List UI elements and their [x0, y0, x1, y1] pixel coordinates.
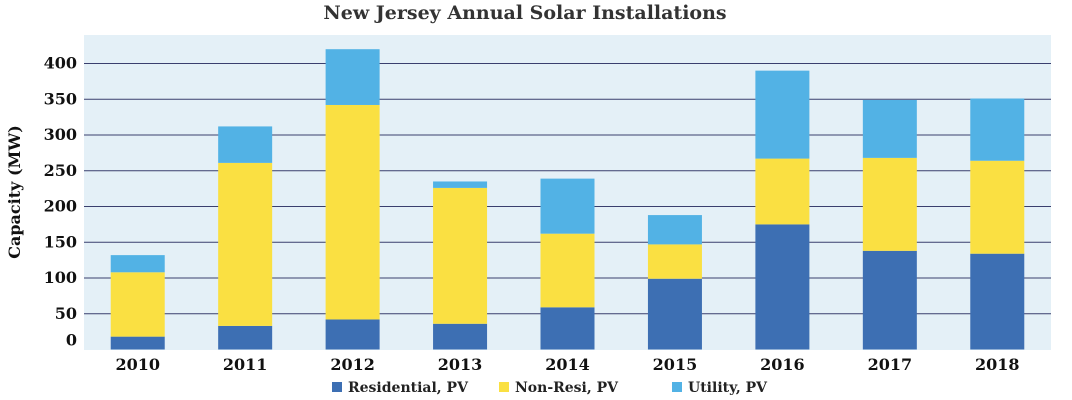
bar-segment	[862, 250, 917, 350]
legend-label: Residential, PV	[348, 380, 469, 396]
bar-segment	[970, 160, 1025, 254]
bar-segment	[218, 325, 273, 350]
legend-swatch	[672, 382, 682, 392]
y-tick-label: 0	[66, 331, 77, 350]
bar-segment	[970, 98, 1025, 161]
y-tick-label: 150	[44, 232, 77, 251]
y-axis-label: Capacity (MW)	[5, 125, 24, 259]
x-tick-label: 2014	[545, 355, 590, 374]
bars	[110, 49, 1025, 350]
y-tick-label: 400	[44, 54, 77, 73]
bar-segment	[325, 104, 380, 320]
bar-segment	[110, 336, 165, 350]
y-tick-label: 50	[55, 304, 77, 323]
bar-segment	[218, 126, 273, 163]
x-tick-label: 2017	[868, 355, 913, 374]
bar-segment	[862, 99, 917, 158]
bar-segment	[862, 157, 917, 251]
legend: Residential, PV Non-Resi, PV Utility, PV	[332, 380, 768, 396]
bar-segment	[540, 178, 595, 234]
chart-title: New Jersey Annual Solar Installations	[323, 2, 727, 24]
bar-segment	[647, 278, 702, 350]
bar-segment	[647, 215, 702, 245]
bar-segment	[110, 255, 165, 273]
bar-segment	[540, 307, 595, 350]
bar-segment	[647, 244, 702, 279]
y-tick-label: 300	[44, 125, 77, 144]
bar-segment	[970, 253, 1025, 350]
y-tick-label: 350	[44, 89, 77, 108]
x-tick-label: 2013	[438, 355, 483, 374]
bar-segment	[540, 233, 595, 308]
y-tick-label: 100	[44, 268, 77, 287]
bar-segment	[325, 49, 380, 105]
x-tick-label: 2010	[115, 355, 160, 374]
bar-segment	[433, 323, 488, 350]
x-tick-label: 2016	[760, 355, 805, 374]
x-tick-label: 2012	[330, 355, 375, 374]
legend-label: Utility, PV	[688, 380, 768, 396]
bar-segment	[218, 162, 273, 326]
y-tick-label: 250	[44, 161, 77, 180]
bar-segment	[110, 272, 165, 337]
bar-segment	[433, 181, 488, 188]
y-tick-label: 200	[44, 197, 77, 216]
legend-label: Non-Resi, PV	[515, 380, 619, 396]
bar-segment	[755, 158, 810, 225]
x-tick-label: 2015	[653, 355, 698, 374]
x-tick-label: 2018	[975, 355, 1020, 374]
legend-swatch	[332, 382, 342, 392]
y-axis-ticks: 0 50 100 150 200 250 300 350 400	[44, 54, 77, 350]
legend-swatch	[499, 382, 509, 392]
bar-segment	[755, 70, 810, 159]
x-tick-label: 2011	[223, 355, 268, 374]
bar-segment	[433, 187, 488, 324]
bar-segment	[325, 319, 380, 350]
bar-segment	[755, 224, 810, 350]
x-axis-ticks: 2010 2011 2012 2013 2014 2015 2016 2017 2018	[115, 355, 1019, 374]
